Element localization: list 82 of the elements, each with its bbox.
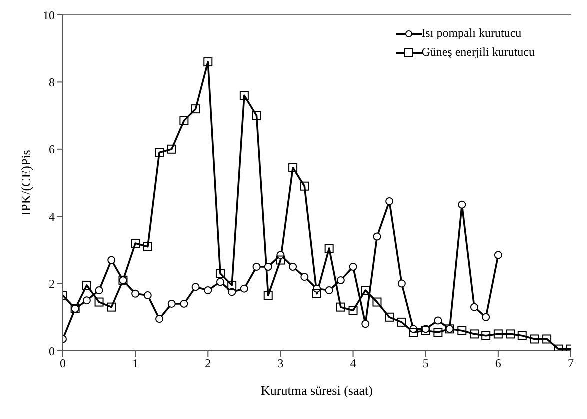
point xyxy=(300,182,310,191)
y-axis-title: IPK/(CE)Pis xyxy=(18,150,34,216)
x-tick-label: 1 xyxy=(132,356,139,371)
point xyxy=(494,251,502,260)
point xyxy=(216,269,225,278)
point xyxy=(156,315,164,324)
point xyxy=(204,286,212,295)
point xyxy=(470,303,478,312)
point xyxy=(518,331,527,340)
point xyxy=(180,116,189,126)
point xyxy=(434,316,442,325)
point xyxy=(144,292,152,300)
point xyxy=(143,242,152,252)
x-tick-label: 0 xyxy=(60,356,66,371)
point xyxy=(397,318,406,327)
point xyxy=(228,280,237,290)
point xyxy=(216,278,224,286)
x-tick-label: 5 xyxy=(422,356,429,371)
point xyxy=(312,289,322,298)
x-tick-label: 4 xyxy=(350,356,356,371)
point xyxy=(336,302,346,312)
point xyxy=(155,148,164,158)
point xyxy=(276,256,286,265)
point xyxy=(386,197,394,206)
point xyxy=(240,91,249,100)
point xyxy=(131,238,140,248)
point xyxy=(336,276,345,284)
point xyxy=(107,302,116,312)
point xyxy=(458,200,466,209)
point xyxy=(300,273,309,282)
point xyxy=(240,284,248,293)
point xyxy=(264,263,272,271)
point xyxy=(494,330,503,339)
x-tick-label: 7 xyxy=(568,356,574,371)
point xyxy=(252,111,262,120)
point xyxy=(252,263,261,271)
point xyxy=(372,298,382,307)
x-tick-label: 2 xyxy=(205,356,212,371)
x-tick-label: 3 xyxy=(278,356,284,371)
point xyxy=(191,104,200,114)
legend-label: Isı pompalı kurutucu xyxy=(422,26,522,41)
point xyxy=(542,334,552,344)
point xyxy=(288,163,298,172)
point xyxy=(385,312,394,322)
point xyxy=(409,328,418,338)
point xyxy=(470,330,479,339)
point xyxy=(361,286,370,296)
point xyxy=(204,58,213,67)
point xyxy=(82,280,92,290)
point xyxy=(482,331,491,340)
y-tick-label: 10 xyxy=(43,8,55,22)
point xyxy=(530,334,540,344)
point xyxy=(348,306,358,316)
point xyxy=(94,298,104,307)
point xyxy=(132,290,140,298)
point xyxy=(373,232,382,241)
x-axis-title: Kurutma süresi (saat) xyxy=(261,383,373,398)
y-tick-label: 8 xyxy=(49,75,55,90)
x-tick-label: 6 xyxy=(495,356,502,371)
point xyxy=(349,263,358,271)
point xyxy=(108,256,116,264)
point xyxy=(482,313,490,322)
point xyxy=(506,330,516,339)
y-tick-label: 4 xyxy=(49,210,55,224)
y-tick-label: 6 xyxy=(49,142,55,157)
point xyxy=(264,291,273,300)
point xyxy=(324,244,334,254)
point xyxy=(95,286,104,295)
point xyxy=(167,144,176,154)
point xyxy=(458,326,467,336)
point xyxy=(168,300,176,308)
point xyxy=(192,283,200,292)
point xyxy=(398,280,406,288)
point xyxy=(325,286,334,295)
point xyxy=(180,300,188,308)
legend-label: Güneş enerjili kurutucu xyxy=(422,45,535,60)
point xyxy=(362,320,370,328)
point xyxy=(82,296,91,305)
point xyxy=(289,263,298,271)
y-tick-label: 0 xyxy=(49,344,55,358)
y-tick-label: 2 xyxy=(49,277,55,292)
point xyxy=(434,328,443,338)
